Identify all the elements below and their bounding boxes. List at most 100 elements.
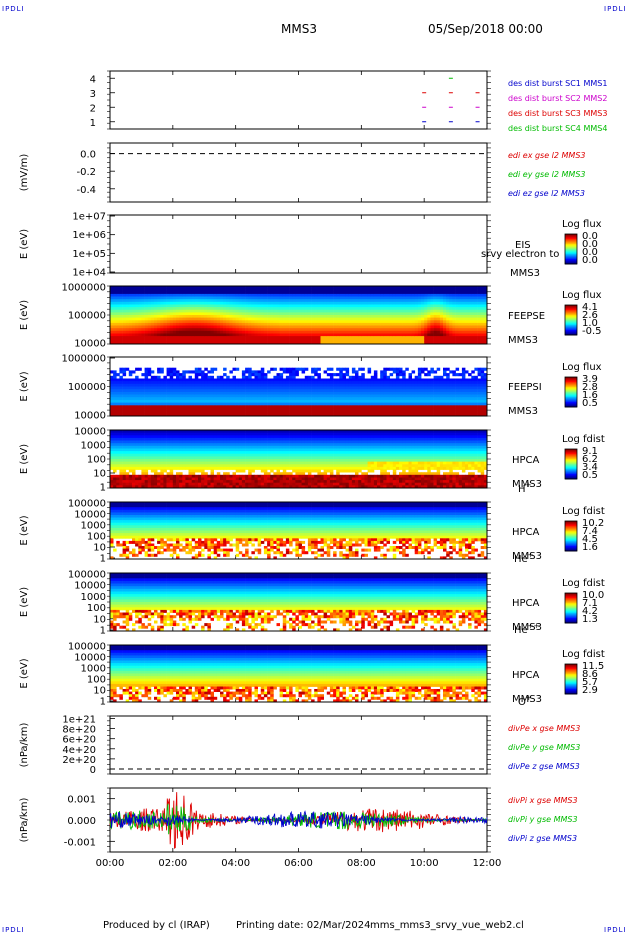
spectrogram-hpca-h- — [110, 430, 487, 488]
colorbar-tick-label: 1.3 — [582, 614, 598, 625]
species-charge: + — [528, 551, 534, 559]
colorbar-title: Log flux — [562, 362, 602, 373]
colorbar-tick-label: 0.0 — [582, 255, 598, 266]
legend-entry: divPi x gse MMS3 — [508, 796, 578, 805]
y-tick-label: 10000 — [74, 411, 106, 422]
y-tick-label: 1000 — [81, 664, 106, 675]
colorbar-tick-label: 2.9 — [582, 685, 598, 696]
legend-entry: des dist burst SC1 MMS1 — [508, 79, 607, 88]
time-tick-label: 04:00 — [221, 858, 250, 869]
y-tick-label: 100000 — [68, 311, 106, 322]
panel-divpe — [110, 716, 487, 774]
spacecraft-label: MMS3 — [508, 406, 538, 417]
y-tick-label: 10000 — [74, 339, 106, 350]
legend-entry: des dist burst SC3 MMS3 — [508, 109, 607, 118]
spectrogram-hpca-o- — [110, 645, 487, 702]
y-axis-label: E (eV) — [19, 371, 30, 401]
y-axis-label: (mV/m) — [19, 154, 30, 192]
spectrogram-feepse — [110, 286, 487, 344]
y-tick-label: 1 — [90, 118, 96, 129]
time-tick-label: 06:00 — [284, 858, 313, 869]
colorbar-tick-label: 1.6 — [582, 542, 598, 553]
legend-entry: des dist burst SC2 MMS2 — [508, 94, 607, 103]
spectrogram-hpca-he- — [110, 573, 487, 631]
y-tick-label: 3 — [90, 89, 96, 100]
y-tick-label: 1000 — [81, 592, 106, 603]
panel-edi — [110, 143, 487, 202]
time-tick-label: 02:00 — [158, 858, 187, 869]
colorbar-hpca-he- — [565, 593, 577, 624]
species-symbol: He — [514, 554, 528, 565]
y-tick-label: 1e+07 — [72, 212, 106, 223]
y-axis-label: E (eV) — [19, 515, 30, 545]
y-tick-label: 10 — [93, 543, 106, 554]
y-tick-label: 100 — [87, 532, 106, 543]
y-tick-label: 10000 — [74, 427, 106, 438]
colorbar-hpca-h- — [565, 449, 577, 480]
legend-entry: divPi z gse MMS3 — [508, 834, 577, 843]
species-charge: ++ — [528, 622, 540, 630]
spacecraft-label: MMS3 — [508, 335, 538, 346]
y-tick-label: 100000 — [68, 382, 106, 393]
colorbar-title: Log flux — [562, 290, 602, 301]
spacecraft-label: MMS3 — [510, 268, 540, 279]
legend-entry: edi ez gse l2 MMS3 — [508, 189, 585, 198]
y-tick-label: 1 — [100, 697, 106, 708]
colorbar-title: Log flux — [562, 219, 602, 230]
species-label: He+ — [514, 551, 534, 565]
legend-entry: divPe x gse MMS3 — [508, 724, 580, 733]
y-tick-label: 100 — [87, 455, 106, 466]
time-tick-label: 12:00 — [473, 858, 502, 869]
panel-burst — [110, 71, 487, 129]
colorbar-tick-label: 0.5 — [582, 398, 598, 409]
species-label: O+ — [518, 694, 532, 708]
species-symbol: H — [518, 484, 526, 495]
legend-entry: des dist burst SC4 MMS4 — [508, 124, 607, 133]
y-tick-label: 1 — [100, 626, 106, 637]
colorbar-eis — [565, 234, 577, 265]
colorbar-title: Log fdist — [562, 506, 605, 517]
y-tick-label: 10 — [93, 686, 106, 697]
y-tick-label: -0.4 — [76, 185, 96, 196]
y-axis-label: (nPa/km) — [19, 723, 30, 768]
y-tick-label: 10000 — [74, 510, 106, 521]
legend-entry: divPi y gse MMS3 — [508, 815, 578, 824]
y-tick-label: 10000 — [74, 581, 106, 592]
y-tick-label: 1000 — [81, 521, 106, 532]
y-tick-label: 1e+06 — [72, 230, 106, 241]
y-tick-label: 1000 — [81, 441, 106, 452]
y-tick-label: 100 — [87, 603, 106, 614]
instrument-label: HPCA — [512, 598, 540, 609]
colorbar-feepsi — [565, 377, 577, 408]
colorbar-title: Log fdist — [562, 434, 605, 445]
y-tick-label: -0.001 — [64, 837, 96, 848]
species-symbol: O — [518, 697, 526, 708]
y-tick-label: 2 — [90, 103, 96, 114]
y-tick-label: 100 — [87, 675, 106, 686]
legend-entry: edi ey gse l2 MMS3 — [508, 170, 586, 179]
time-tick-label: 08:00 — [347, 858, 376, 869]
y-tick-label: 0.0 — [80, 150, 96, 161]
colorbar-hpca-he- — [565, 521, 577, 552]
colorbar-tick-label: 0.5 — [582, 470, 598, 481]
colorbar-title: Log fdist — [562, 578, 605, 589]
legend-entry: divPe z gse MMS3 — [508, 762, 580, 771]
panel-eis — [110, 215, 487, 273]
legend-entry: divPe y gse MMS3 — [508, 743, 580, 752]
y-axis-label: E (eV) — [19, 229, 30, 259]
y-tick-label: 1000000 — [61, 354, 106, 365]
instrument-label: HPCA — [512, 670, 540, 681]
y-tick-label: 100000 — [68, 570, 106, 581]
overlay-label: srvy electron to — [481, 249, 559, 260]
species-label: He++ — [514, 622, 540, 636]
y-tick-label: 4 — [90, 74, 96, 85]
y-tick-label: 1000000 — [61, 283, 106, 294]
spectrogram-feepsi — [110, 368, 487, 417]
species-symbol: He — [514, 625, 528, 636]
y-tick-label: 1e+04 — [72, 268, 106, 279]
y-tick-label: 10000 — [74, 653, 106, 664]
time-tick-label: 00:00 — [96, 858, 125, 869]
y-axis-label: E (eV) — [19, 658, 30, 688]
colorbar-title: Log fdist — [562, 649, 605, 660]
y-axis-label: E (eV) — [19, 587, 30, 617]
